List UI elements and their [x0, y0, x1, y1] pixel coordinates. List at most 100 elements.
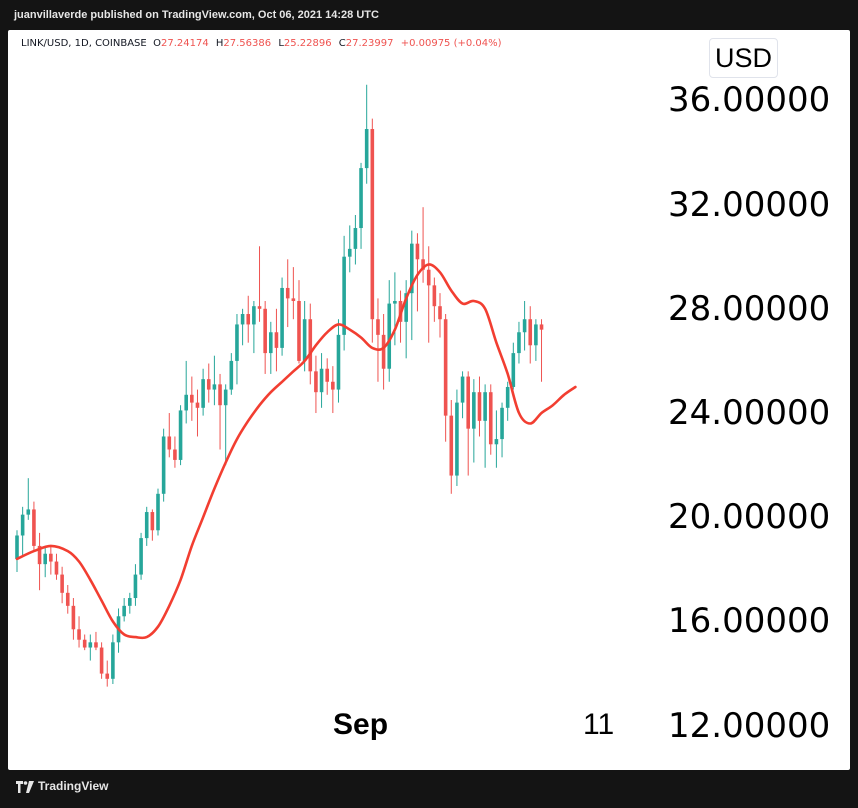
candle-body: [54, 561, 59, 575]
candle-body: [517, 332, 521, 354]
candle-body: [500, 407, 504, 440]
candle-body: [111, 642, 115, 679]
high-label: H: [215, 38, 224, 49]
close-value: 27.23997: [345, 38, 394, 49]
candle-body: [229, 360, 234, 390]
candle-body: [455, 402, 459, 476]
candle-body: [522, 319, 527, 333]
candle-body: [285, 287, 290, 299]
candle-body: [235, 324, 239, 361]
open-label: O: [153, 38, 161, 49]
symbol-label[interactable]: LINK/USD, 1D, COINBASE: [21, 38, 147, 49]
candle-body: [167, 436, 172, 450]
candle-body: [477, 392, 482, 421]
candle-body: [246, 314, 251, 325]
candle-body: [257, 306, 262, 309]
candle-body: [438, 306, 442, 320]
candle-body: [443, 319, 448, 416]
candle-body: [218, 384, 222, 406]
footer-brand[interactable]: TradingView: [38, 779, 109, 793]
candle-body: [161, 436, 166, 494]
candle-body: [190, 394, 194, 403]
candle-body: [99, 647, 104, 674]
candle-body: [206, 379, 211, 390]
y-tick-label: 24.00000: [668, 393, 831, 434]
publish-header: juanvillaverde published on TradingView.…: [0, 0, 858, 30]
candle-body: [494, 439, 499, 445]
y-tick-label: 36.00000: [668, 80, 831, 121]
candle-body: [65, 592, 70, 606]
candle-body: [353, 228, 358, 249]
candle-body: [133, 574, 138, 599]
candle-body: [449, 415, 454, 476]
candle-body: [472, 392, 476, 429]
candle-body: [150, 512, 155, 531]
candle-body: [252, 306, 256, 325]
y-tick-label: 28.00000: [668, 288, 831, 329]
y-tick-label: 12.00000: [668, 705, 831, 746]
candlestick-chart[interactable]: [8, 30, 850, 770]
candle-body: [314, 371, 318, 393]
candle-body: [488, 392, 493, 445]
candle-body: [505, 386, 510, 408]
candle-body: [460, 376, 465, 403]
candle-body: [404, 293, 408, 322]
candle-body: [280, 287, 284, 348]
x-tick-sep: Sep: [333, 708, 389, 741]
candle-body: [421, 259, 425, 270]
candle-body: [410, 243, 414, 294]
candle-body: [347, 248, 352, 257]
candle-body: [195, 402, 200, 408]
candle-body: [381, 334, 386, 369]
candle-body: [94, 642, 98, 648]
candle-body: [60, 574, 64, 593]
candle-body: [370, 129, 375, 320]
candle-body: [178, 410, 183, 460]
low-value: 25.22896: [283, 38, 332, 49]
moving-average-line: [15, 263, 577, 640]
candle-body: [139, 538, 143, 575]
candle-body: [426, 269, 431, 286]
candle-body: [336, 334, 341, 390]
candle-body: [144, 512, 149, 539]
candle-body: [82, 639, 87, 648]
candle-body: [122, 605, 126, 617]
candle-body: [511, 353, 516, 387]
candle-body: [32, 509, 36, 546]
candle-body: [43, 553, 47, 565]
y-tick-label: 20.00000: [668, 497, 831, 538]
candle-body: [387, 303, 392, 369]
candle-body: [308, 319, 313, 372]
tradingview-logo-icon: [16, 781, 34, 793]
candle-body: [415, 243, 420, 260]
candle-body: [359, 168, 363, 229]
open-value: 27.24174: [160, 38, 209, 49]
candle-body: [15, 535, 19, 559]
candle-body: [466, 376, 470, 429]
candle-body: [302, 319, 307, 361]
footer-bar: TradingView: [0, 770, 858, 808]
candle-body: [274, 332, 279, 348]
candle-body: [77, 629, 81, 640]
candle-body: [528, 319, 533, 346]
candle-body: [364, 129, 369, 169]
candle-body: [319, 368, 324, 393]
candle-body: [432, 285, 437, 307]
close-label: C: [338, 38, 346, 49]
x-tick-11: 11: [583, 708, 615, 741]
candle-body: [71, 605, 76, 630]
candle-body: [223, 389, 228, 406]
candle-body: [483, 392, 487, 421]
publisher-text: juanvillaverde published on TradingView.…: [14, 9, 379, 21]
candle-body: [240, 314, 245, 325]
currency-badge[interactable]: USD: [709, 38, 779, 78]
y-tick-label: 32.00000: [668, 184, 831, 225]
candles-group: [15, 84, 544, 687]
candle-body: [128, 598, 132, 606]
candle-body: [342, 256, 346, 335]
candle-body: [26, 509, 31, 515]
candle-body: [212, 384, 217, 390]
candle-body: [105, 673, 110, 679]
candle-body: [156, 493, 160, 531]
chart-panel[interactable]: LINK/USD, 1D, COINBASE O27.24174 H27.563…: [8, 30, 850, 770]
